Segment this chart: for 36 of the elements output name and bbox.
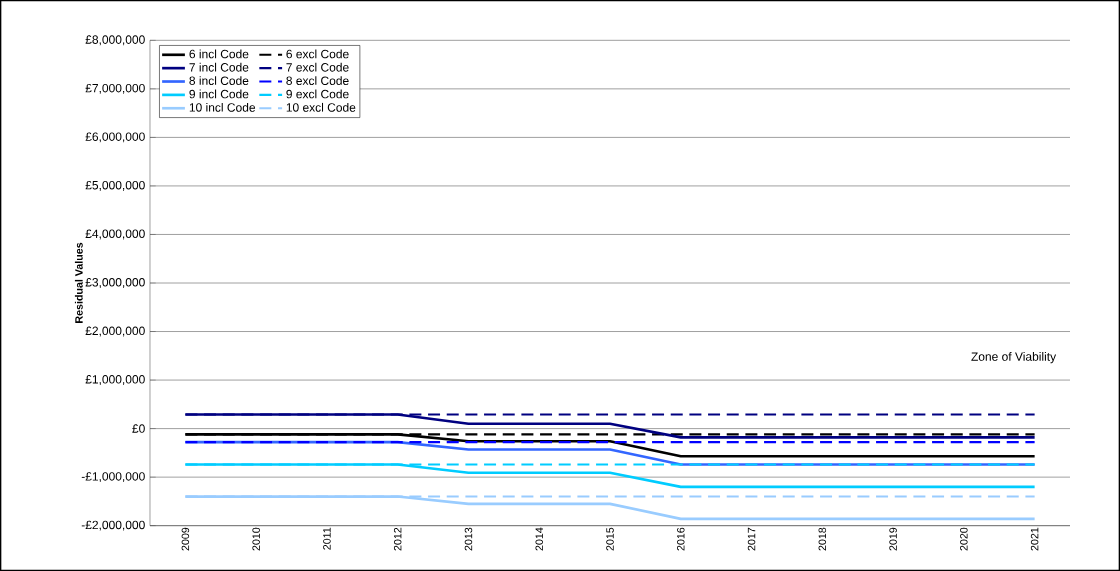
y-tick-label: -£1,000,000 <box>81 472 145 483</box>
x-tick-label: 2013 <box>464 527 473 551</box>
x-tick-label: 2014 <box>535 527 544 551</box>
legend-label: 7 excl Code <box>286 62 349 72</box>
x-tick-label: 2010 <box>252 527 260 551</box>
legend-label: 8 incl Code <box>189 76 249 85</box>
x-tick-label: 2012 <box>393 527 402 551</box>
legend-label: 10 excl Code <box>286 102 356 112</box>
x-tick-label: 2016 <box>677 527 685 551</box>
y-tick-label: £4,000,000 <box>85 229 145 240</box>
y-tick-label: £3,000,000 <box>85 278 145 288</box>
annotation: Zone of Viability <box>971 352 1057 364</box>
y-tick-label: -£2,000,000 <box>81 520 145 531</box>
y-tick-label: £7,000,000 <box>85 83 145 94</box>
legend-label: 9 incl Code <box>189 89 249 99</box>
y-axis-title: Residual Values <box>74 242 83 323</box>
x-tick-label: 2015 <box>606 527 614 551</box>
x-tick-label: 2019 <box>889 527 897 551</box>
x-tick-label: 2020 <box>960 527 968 551</box>
legend-label: 10 incl Code <box>189 102 256 112</box>
legend-label: 6 excl Code <box>286 49 349 59</box>
legend-label: 9 excl Code <box>286 89 349 99</box>
y-tick-label: £6,000,000 <box>85 132 145 143</box>
legend-label: 8 excl Code <box>286 76 349 85</box>
y-tick-label: £5,000,000 <box>85 180 145 191</box>
y-tick-label: £8,000,000 <box>85 35 145 46</box>
y-tick-label: £0 <box>132 424 145 433</box>
x-tick-label: 2011 <box>323 527 331 550</box>
x-tick-label: 2021 <box>1030 527 1039 551</box>
x-tick-label: 2017 <box>747 527 756 551</box>
x-tick-label: 2009 <box>181 527 190 551</box>
y-tick-label: £2,000,000 <box>85 326 145 337</box>
y-tick-label: £1,000,000 <box>85 375 145 386</box>
legend-label: 6 incl Code <box>189 49 249 59</box>
legend-label: 7 incl Code <box>189 62 249 72</box>
x-tick-label: 2018 <box>818 527 827 551</box>
